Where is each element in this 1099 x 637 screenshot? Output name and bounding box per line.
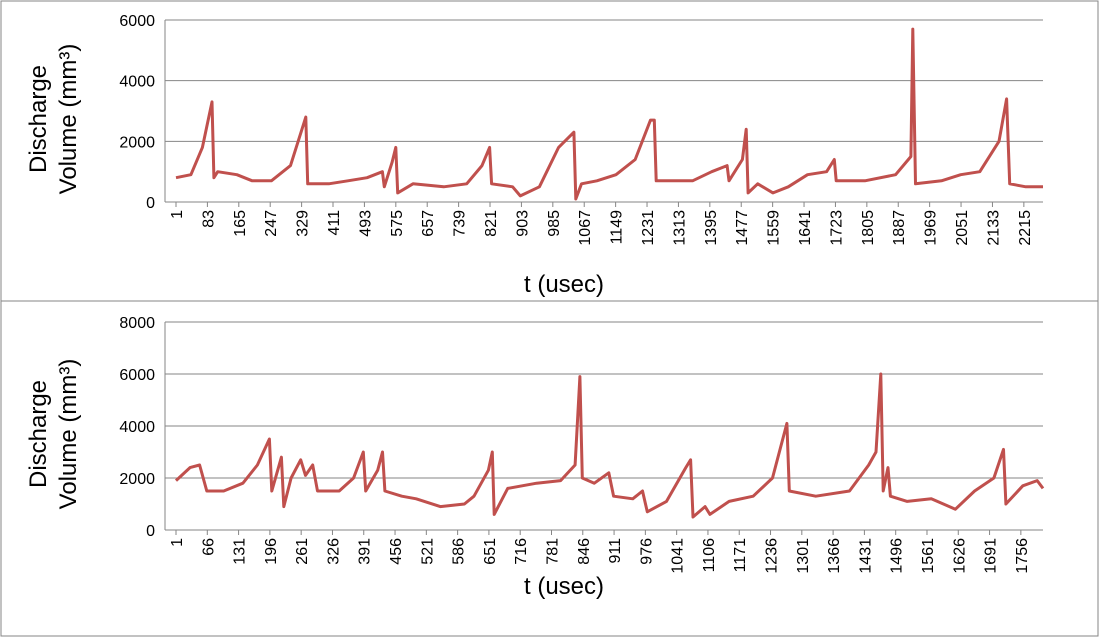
- x-tick-label: 1149: [609, 210, 626, 245]
- x-tick-label: 1723: [828, 210, 845, 246]
- x-tick-label: 1496: [889, 538, 906, 574]
- y-axis-label: Volume (mm³): [55, 44, 82, 195]
- y-tick-label: 0: [146, 195, 155, 212]
- x-tick-label: 911: [607, 538, 624, 564]
- x-tick-label: 1313: [671, 210, 688, 246]
- x-tick-label: 1106: [701, 538, 718, 573]
- y-tick-label: 4000: [119, 74, 155, 91]
- x-tick-label: 821: [483, 210, 500, 237]
- x-tick-label: 1431: [857, 538, 874, 574]
- x-tick-label: 1301: [795, 538, 812, 574]
- x-tick-label: 1171: [732, 538, 749, 573]
- x-tick-label: 131: [232, 538, 249, 565]
- y-axis-label: Discharge: [25, 65, 52, 173]
- x-tick-label: 1887: [891, 210, 908, 246]
- x-tick-label: 493: [357, 210, 374, 237]
- y-axis-label: Discharge: [25, 380, 52, 488]
- x-tick-label: 1366: [826, 538, 843, 574]
- x-tick-label: 411: [326, 210, 343, 236]
- x-tick-label: 1805: [860, 210, 877, 246]
- x-tick-label: 1626: [951, 538, 968, 574]
- x-tick-label: 1231: [640, 210, 657, 246]
- x-tick-label: 1041: [670, 538, 687, 574]
- y-tick-label: 2000: [119, 134, 155, 151]
- x-tick-label: 1395: [703, 210, 720, 246]
- y-tick-label: 6000: [119, 13, 155, 30]
- x-tick-label: 575: [389, 210, 406, 237]
- x-tick-label: 781: [544, 538, 561, 565]
- x-tick-label: 329: [295, 210, 312, 237]
- x-tick-label: 2133: [985, 210, 1002, 246]
- x-tick-label: 1: [169, 538, 186, 547]
- x-tick-label: 1691: [983, 538, 1000, 574]
- x-tick-label: 1067: [577, 210, 594, 246]
- data-line: [174, 372, 1045, 519]
- x-tick-label: 903: [514, 210, 531, 237]
- x-tick-label: 66: [200, 538, 217, 556]
- x-tick-label: 716: [513, 538, 530, 565]
- x-tick-label: 657: [420, 210, 437, 237]
- x-tick-label: 326: [325, 538, 342, 565]
- x-tick-label: 247: [263, 210, 280, 237]
- x-tick-label: 1641: [797, 210, 814, 246]
- y-tick-label: 6000: [119, 367, 155, 384]
- x-tick-label: 83: [200, 210, 217, 228]
- x-tick-label: 976: [638, 538, 655, 565]
- y-axis-label: Volume (mm³): [55, 359, 82, 510]
- x-tick-label: 521: [419, 538, 436, 565]
- x-tick-label: 1969: [923, 210, 940, 246]
- y-tick-label: 8000: [119, 315, 155, 332]
- x-tick-label: 1559: [766, 210, 783, 246]
- x-axis-label: t (usec): [524, 573, 604, 600]
- x-tick-label: 261: [294, 538, 311, 565]
- x-tick-label: 846: [576, 538, 593, 565]
- x-tick-label: 1756: [1014, 538, 1031, 574]
- x-tick-label: 2215: [1017, 210, 1034, 246]
- data-line: [175, 27, 1043, 201]
- x-tick-label: 739: [452, 210, 469, 237]
- x-axis-label: t (usec): [524, 271, 604, 298]
- x-tick-label: 651: [482, 538, 499, 565]
- x-tick-label: 1: [169, 210, 186, 219]
- x-tick-label: 165: [232, 210, 249, 237]
- y-tick-label: 0: [146, 523, 155, 540]
- x-tick-label: 586: [451, 538, 468, 565]
- x-tick-label: 2051: [954, 210, 971, 246]
- x-tick-label: 1236: [764, 538, 781, 574]
- x-tick-label: 985: [546, 210, 563, 237]
- x-tick-label: 1561: [920, 538, 937, 574]
- y-tick-label: 2000: [119, 471, 155, 488]
- x-tick-label: 196: [263, 538, 280, 565]
- x-tick-label: 456: [388, 538, 405, 565]
- x-tick-label: 1477: [734, 210, 751, 246]
- x-tick-label: 391: [357, 538, 374, 565]
- y-tick-label: 4000: [119, 419, 155, 436]
